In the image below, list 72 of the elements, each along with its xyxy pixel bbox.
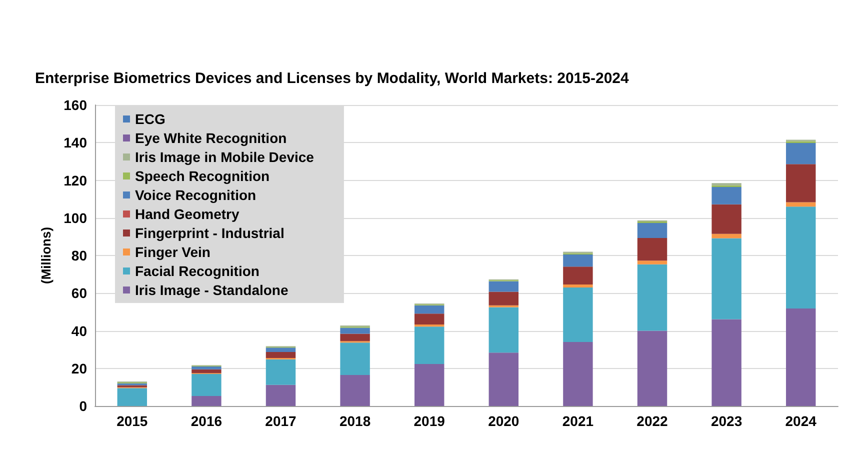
bar: [637, 222, 668, 238]
x-tick-label: 2022: [636, 413, 668, 429]
x-tick-label: 2015: [116, 413, 148, 429]
legend-label: Finger Vein: [135, 244, 210, 260]
bar: [414, 314, 444, 325]
bar: [192, 374, 222, 396]
bar: [266, 352, 296, 358]
bar: [712, 204, 742, 234]
bar: [414, 305, 444, 314]
y-tick-label: 0: [79, 398, 88, 414]
bar: [266, 348, 296, 352]
x-tick-label: 2023: [710, 413, 742, 429]
x-tick-label: 2019: [414, 413, 446, 429]
bar: [488, 307, 519, 353]
y-tick-label: 20: [71, 360, 88, 376]
x-tick-label: 2021: [562, 413, 594, 429]
bar: [340, 334, 370, 342]
legend-label: Hand Geometry: [135, 206, 240, 222]
y-tick-label: 40: [71, 322, 88, 339]
bar: [563, 287, 593, 342]
y-tick-label: 80: [71, 248, 88, 264]
y-tick-label: 100: [64, 210, 88, 226]
bar: [637, 330, 668, 406]
bar: [712, 187, 742, 204]
y-tick-label: 120: [64, 172, 88, 188]
bar: [266, 359, 296, 385]
bar: [786, 308, 816, 406]
bar: [414, 364, 444, 406]
bar: [786, 164, 816, 202]
y-axis-title: (Millions): [38, 226, 54, 284]
bar: [266, 384, 296, 406]
bar: [563, 266, 593, 284]
legend-label: ECG: [135, 111, 166, 127]
bar: [192, 396, 222, 406]
bar: [637, 264, 668, 331]
bar: [712, 234, 742, 238]
y-tick-label: 140: [64, 134, 88, 151]
bar: [117, 388, 148, 406]
x-tick-label: 2016: [190, 413, 222, 429]
legend-label: Speech Recognition: [135, 168, 270, 184]
bar: [786, 202, 816, 207]
y-tick-label: 160: [64, 97, 88, 113]
y-tick-label: 60: [71, 285, 88, 302]
x-tick-label: 2017: [265, 413, 297, 429]
bar: [786, 143, 816, 164]
bar: [563, 342, 593, 406]
bar: [488, 281, 519, 292]
bar: [637, 238, 668, 261]
legend-label: Facial Recognition: [135, 263, 260, 279]
bar: [637, 260, 668, 264]
bar: [712, 238, 742, 320]
x-tick-label: 2020: [488, 413, 520, 429]
legend-label: Eye White Recognition: [135, 130, 287, 146]
chart-title: Enterprise Biometrics Devices and Licenses by Modality, World Markets: 2015-2024: [35, 70, 630, 87]
x-tick-label: 2018: [339, 413, 371, 429]
bar: [340, 328, 370, 334]
bar: [340, 374, 370, 406]
bar: [488, 352, 519, 406]
bar: [563, 284, 593, 288]
legend-label: Fingerprint - Industrial: [135, 225, 284, 241]
bar: [712, 319, 742, 406]
bar: [488, 292, 519, 306]
bar: [563, 254, 593, 267]
bar: [192, 369, 222, 374]
bar: [786, 206, 816, 309]
x-tick-label: 2024: [785, 413, 817, 429]
legend-label: Iris Image - Standalone: [135, 282, 288, 298]
legend-label: Voice Recognition: [135, 187, 256, 203]
bar: [192, 366, 222, 370]
legend-label: Iris Image in Mobile Device: [135, 149, 314, 165]
bar: [340, 342, 370, 375]
bar: [414, 326, 444, 364]
